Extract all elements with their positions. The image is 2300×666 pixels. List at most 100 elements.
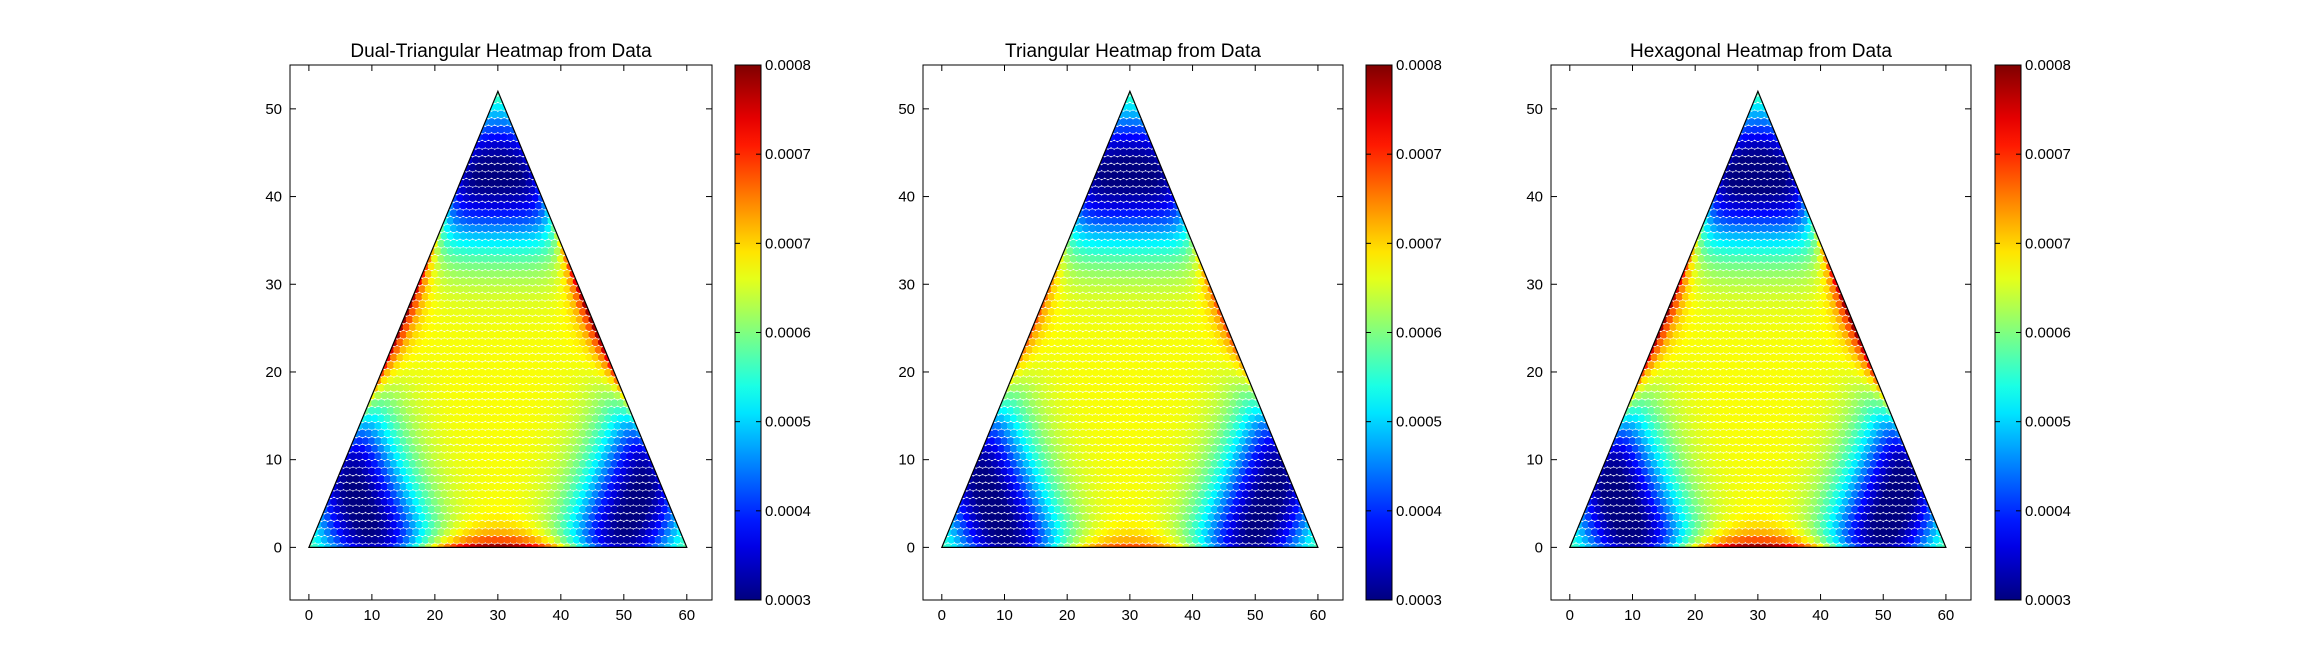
heat-cell [600, 254, 609, 263]
heat-cell [544, 361, 553, 370]
heat-cell [556, 118, 565, 126]
heat-cell [556, 437, 565, 445]
heat-cell [345, 535, 354, 544]
heat-cell [553, 216, 562, 225]
heat-cell [525, 118, 534, 126]
heat-cell [616, 216, 625, 225]
heat-cell [988, 482, 996, 491]
heat-cell [651, 102, 660, 111]
heat-cell [399, 300, 408, 309]
heat-cell [1031, 437, 1040, 445]
heat-cell [594, 315, 603, 324]
heat-cell [475, 102, 483, 111]
heat-cell [339, 490, 348, 499]
heat-cell [512, 467, 521, 476]
heat-cell [591, 125, 600, 134]
heat-cell [1204, 429, 1213, 438]
heat-cell [349, 528, 357, 537]
heat-cell [1207, 528, 1216, 537]
heat-cell [597, 505, 606, 514]
heat-cell [333, 156, 342, 164]
heat-cell [308, 140, 310, 149]
heat-cell [553, 475, 562, 483]
heat-cell [402, 383, 411, 392]
heat-cell [424, 330, 433, 339]
heat-cell [679, 95, 687, 104]
heat-cell [1173, 535, 1181, 544]
heat-cell [427, 216, 436, 225]
heat-cell [1232, 482, 1241, 491]
heat-cell [566, 292, 575, 301]
heat-cell [686, 505, 687, 514]
heat-cell [544, 163, 553, 172]
heat-cell [487, 91, 496, 96]
heat-cell [635, 520, 644, 529]
heat-cell [386, 194, 395, 202]
heat-cell [667, 125, 676, 134]
heat-cell [393, 513, 402, 521]
heat-cell [613, 178, 622, 187]
heat-cell [367, 118, 376, 126]
heat-cell [588, 452, 597, 461]
heat-cell [402, 110, 411, 119]
heat-cell [585, 171, 594, 180]
heat-cell [629, 110, 638, 119]
heat-cell [689, 103, 697, 111]
heat-cell [632, 269, 641, 278]
heat-cell [493, 209, 502, 218]
heat-cell [361, 543, 370, 548]
heat-cell [446, 216, 455, 225]
heat-cell [393, 406, 402, 415]
heat-cell [503, 475, 512, 483]
heat-cell [667, 338, 676, 347]
heat-cell [399, 148, 408, 157]
heat-cell [421, 247, 430, 256]
x-tick-label: 0 [305, 607, 313, 624]
heat-cell [342, 254, 351, 263]
heat-cell [396, 444, 405, 453]
heat-cell [393, 163, 402, 172]
heat-cell [446, 459, 455, 468]
heat-cell [468, 513, 477, 521]
heat-cell [333, 110, 342, 119]
heat-cell [531, 91, 540, 96]
heat-cell [1220, 482, 1228, 491]
heat-cell [1307, 497, 1316, 506]
heat-cell [389, 459, 398, 468]
heat-cell [632, 300, 641, 309]
heat-cell [663, 345, 672, 354]
heat-cell [550, 148, 559, 157]
heat-cell [491, 80, 499, 88]
heat-cell [544, 452, 553, 461]
heat-cell [503, 490, 512, 499]
heat-cell [440, 535, 449, 544]
heat-cell [512, 497, 521, 506]
heat-cell [299, 513, 307, 521]
heat-cell [1160, 459, 1169, 468]
heat-cell [512, 285, 521, 294]
heat-cell [393, 178, 402, 187]
heat-cell [629, 505, 638, 514]
heat-cell [490, 292, 499, 301]
heat-cell [1267, 505, 1275, 514]
heat-cell [619, 437, 628, 445]
heat-cell [1107, 497, 1115, 506]
heat-cell [692, 323, 700, 331]
heat-cell [402, 414, 411, 423]
heat-cell [566, 338, 575, 347]
heat-cell [1198, 505, 1206, 514]
heat-cell [374, 194, 383, 202]
heat-cell [591, 262, 600, 271]
heat-cell [663, 513, 672, 521]
heat-cell [547, 307, 556, 316]
heat-cell [399, 285, 408, 294]
heat-cell [1129, 444, 1137, 453]
heat-cell [953, 475, 962, 483]
heat-cell [1226, 482, 1235, 491]
heat-cell [673, 368, 682, 377]
heat-cell [352, 201, 361, 210]
heat-cell [991, 429, 999, 438]
heat-cell [531, 452, 540, 461]
heat-cell [1113, 482, 1122, 491]
heat-cell [1013, 422, 1021, 430]
